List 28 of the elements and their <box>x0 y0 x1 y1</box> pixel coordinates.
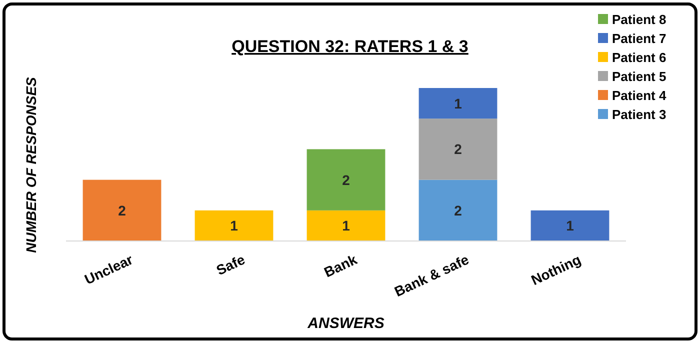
legend-label: Patient 7 <box>612 31 666 46</box>
legend-label: Patient 8 <box>612 12 666 27</box>
y-axis-title: NUMBER OF RESPONSES <box>23 76 39 253</box>
data-label: 2 <box>118 202 126 218</box>
x-tick-label: Bank <box>321 251 360 280</box>
legend-label: Patient 4 <box>612 88 667 103</box>
bar <box>306 210 386 241</box>
bar <box>530 210 610 241</box>
data-label: 1 <box>230 218 238 234</box>
data-label: 1 <box>454 95 462 112</box>
data-label: 1 <box>566 218 574 234</box>
legend-label: Patient 5 <box>612 69 666 84</box>
bar <box>82 180 162 241</box>
x-tick-label: Bank & safe <box>392 251 472 300</box>
bar <box>418 180 498 241</box>
data-label: 2 <box>454 141 462 158</box>
bar <box>194 210 274 241</box>
bar <box>418 118 498 180</box>
legend-label: Patient 6 <box>612 50 666 65</box>
chart-title: QUESTION 32: RATERS 1 & 3 <box>232 37 468 56</box>
x-tick-label: Safe <box>214 251 248 278</box>
data-label: 1 <box>342 218 350 234</box>
bar <box>418 88 498 119</box>
data-label: 2 <box>454 202 462 218</box>
legend-label: Patient 3 <box>612 107 666 122</box>
data-label: 2 <box>342 172 350 188</box>
bar <box>306 149 386 210</box>
x-axis-title: ANSWERS <box>306 315 384 332</box>
